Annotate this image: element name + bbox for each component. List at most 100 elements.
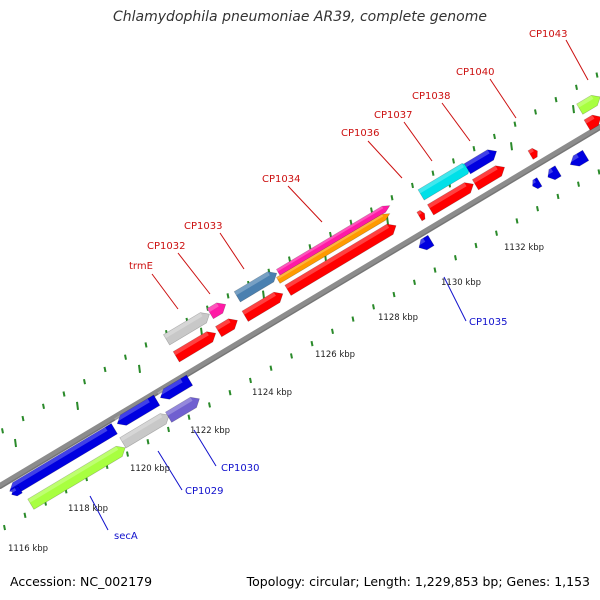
tick-mark — [392, 291, 396, 298]
kbp-label: 1132 kbp — [504, 243, 544, 253]
leader-line — [489, 78, 517, 119]
leader-line — [151, 273, 179, 310]
tick-mark — [62, 391, 66, 397]
tick-mark — [124, 354, 127, 360]
kbp-label: 1122 kbp — [190, 426, 230, 436]
feature-CP1035 — [415, 234, 435, 251]
genome-backbone — [0, 124, 600, 489]
tick-mark — [493, 133, 496, 140]
feature-red-1 — [172, 331, 217, 363]
tick-mark — [510, 142, 513, 151]
leader-line — [219, 232, 245, 270]
kbp-label: 1128 kbp — [378, 313, 418, 323]
tick-mark — [431, 170, 435, 176]
tick-mark — [206, 305, 209, 311]
tick-mark — [372, 304, 375, 310]
gene-label-CP1030: CP1030 — [221, 463, 259, 474]
tick-mark — [554, 96, 558, 103]
tick-mark — [226, 293, 230, 299]
gene-label-CP1037: CP1037 — [374, 110, 412, 121]
feature-CP1030 — [157, 374, 194, 400]
tick-mark — [83, 379, 86, 385]
tick-mark — [138, 364, 141, 373]
feature-small-blue — [9, 485, 23, 497]
leader-line — [403, 121, 433, 162]
tick-mark — [515, 218, 519, 224]
leader-line — [565, 39, 589, 81]
tick-mark — [3, 524, 6, 531]
accession-text: Accession: NC_002179 — [10, 574, 153, 589]
feature-CP1034 — [276, 213, 391, 284]
tick-mark — [534, 109, 537, 115]
kbp-label: 1116 kbp — [8, 544, 48, 554]
tick-mark — [331, 328, 334, 335]
feature-CP1040 — [527, 147, 538, 160]
tick-mark — [249, 377, 252, 384]
feature-red-6 — [471, 165, 505, 191]
tick-mark — [228, 389, 232, 396]
feature-track — [6, 94, 600, 510]
leader-line — [157, 450, 183, 491]
leader-line — [177, 252, 211, 295]
kbp-labels: 1116 kbp 1118 kbp 1120 kbp 1122 kbp 1124… — [8, 243, 544, 554]
tick-mark — [308, 244, 312, 250]
feature-CP1033 — [233, 271, 278, 303]
feature-CP1034-top — [276, 205, 391, 276]
tick-mark — [269, 365, 273, 371]
gene-label-CP1035: CP1035 — [469, 317, 507, 328]
leader-line — [89, 495, 109, 531]
tick-mark — [208, 402, 211, 408]
tick-mark — [76, 401, 79, 411]
leader-line — [287, 185, 323, 223]
feature-red-5 — [427, 182, 474, 216]
feature-CP1038 — [463, 149, 497, 175]
gene-label-CP1043: CP1043 — [529, 29, 567, 40]
feature-small-blue-4 — [567, 149, 590, 167]
tick-mark — [370, 207, 373, 213]
kbp-label: 1124 kbp — [252, 388, 292, 398]
feature-grey-lower — [119, 413, 170, 449]
tick-mark — [14, 438, 17, 448]
tick-mark — [556, 193, 560, 200]
tick-mark — [329, 231, 332, 238]
label-leaders — [89, 39, 589, 531]
tick-mark — [21, 415, 25, 422]
tick-mark — [572, 105, 575, 114]
feature-CP1036 — [416, 210, 426, 222]
tick-mark — [1, 428, 4, 434]
feature-small-blue-2 — [530, 177, 543, 190]
gene-label-secA: secA — [114, 531, 138, 542]
leader-line — [367, 140, 403, 179]
tick-mark — [597, 169, 600, 175]
tick-mark — [595, 72, 599, 78]
gene-label-CP1040: CP1040 — [456, 67, 494, 78]
feature-red-2 — [215, 318, 238, 338]
kbp-label: 1126 kbp — [315, 350, 355, 360]
tick-mark — [495, 230, 498, 236]
kbp-label: 1118 kbp — [68, 504, 108, 514]
reverse-gene-labels: secA CP1029 CP1030 CP1035 — [114, 317, 507, 542]
feature-red-4 — [284, 223, 397, 296]
leader-line — [443, 276, 467, 322]
tick-mark — [577, 181, 580, 187]
tick-mark — [200, 327, 203, 336]
tick-mark — [167, 426, 170, 433]
gene-label-CP1036: CP1036 — [341, 128, 379, 139]
gene-label-CP1033: CP1033 — [184, 221, 222, 232]
feature-CP1032 — [206, 302, 227, 320]
tick-mark — [413, 279, 416, 285]
forward-gene-labels: trmE CP1032 CP1033 CP1034 CP1036 CP1037 … — [129, 29, 567, 272]
leader-line — [441, 102, 471, 142]
feature-red-3 — [241, 291, 284, 322]
tick-mark — [575, 84, 578, 91]
tick-mark — [103, 366, 107, 373]
tick-mark — [126, 451, 129, 457]
feature-slate — [165, 396, 200, 423]
tick-mark — [433, 267, 437, 273]
feature-lime-lower — [27, 445, 126, 510]
tick-mark — [472, 145, 476, 152]
gene-label-CP1034: CP1034 — [262, 174, 300, 185]
map-title: Chlamydophila pneumoniae AR39, complete … — [113, 9, 487, 25]
feature-small-blue-3 — [544, 165, 562, 181]
